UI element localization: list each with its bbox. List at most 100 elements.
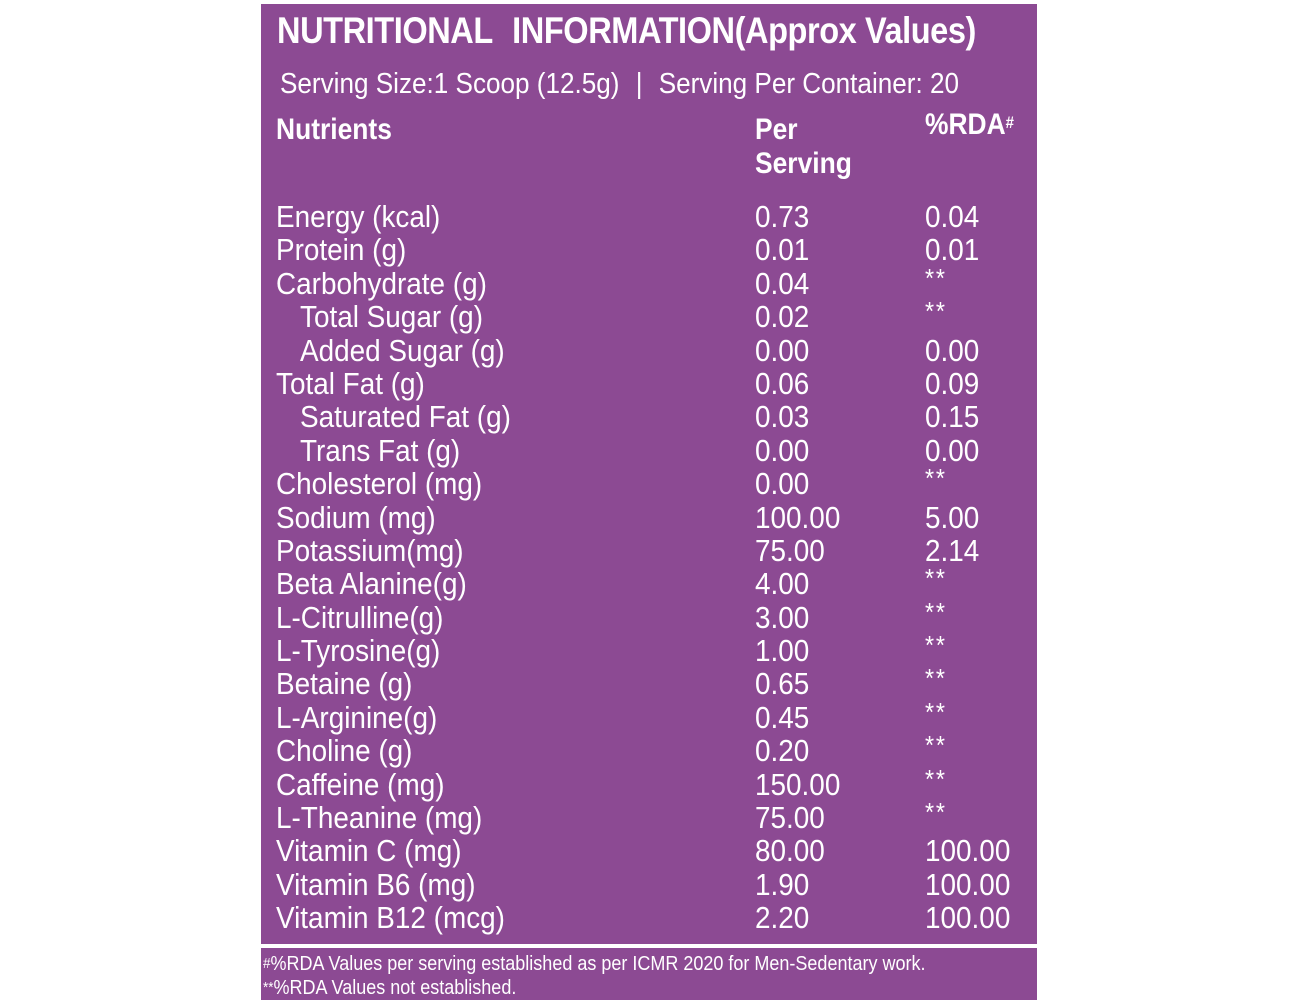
table-row: Energy (kcal) 0.73 0.04 — [261, 199, 1037, 234]
nutrient-name: Vitamin C (mg) — [276, 833, 462, 869]
rda-value: ** — [925, 797, 947, 828]
table-row: Sodium (mg) 100.00 5.00 — [261, 499, 1037, 535]
per-serving-value: 0.00 — [755, 432, 810, 468]
title-part-1: NUTRITIONAL — [277, 10, 493, 51]
nutrient-name: L-Arginine(g) — [276, 699, 438, 735]
per-serving-value: 4.00 — [755, 566, 810, 602]
rda-value: ** — [925, 463, 947, 494]
table-row: Carbohydrate (g) 0.04 ** — [261, 263, 1037, 301]
header-rda: %RDA# — [925, 108, 1014, 142]
serving-separator: | — [635, 68, 643, 100]
rda-value: ** — [925, 763, 947, 794]
nutrient-name: Caffeine (mg) — [276, 766, 445, 802]
rda-value: ** — [925, 696, 947, 727]
rda-value: 2.14 — [925, 532, 980, 568]
footnotes: #%RDA Values per serving established as … — [263, 952, 925, 1000]
nutrient-name: Vitamin B6 (mg) — [276, 866, 476, 902]
per-serving-value: 3.00 — [755, 599, 810, 635]
rda-value: ** — [925, 630, 947, 661]
per-serving-value: 0.03 — [755, 399, 810, 435]
nutrient-name: Potassium(mg) — [276, 532, 464, 568]
header-per-line-1: Per — [755, 113, 798, 146]
nutrient-table: Energy (kcal) 0.73 0.04 Protein (g) 0.01 0.01… — [261, 200, 1037, 935]
per-serving-value: 0.65 — [755, 666, 810, 702]
rda-value: 100.00 — [925, 833, 1011, 869]
per-serving-value: 1.90 — [755, 866, 810, 902]
footnote-2-text: %RDA Values not established. — [273, 977, 517, 999]
per-serving-value: 75.00 — [755, 800, 825, 836]
per-serving-value: 100.00 — [755, 499, 841, 535]
nutrient-name: Sodium (mg) — [276, 499, 436, 535]
header-per-line-2: Serving — [755, 147, 852, 180]
per-serving-value: 0.04 — [755, 265, 810, 301]
rda-value: 100.00 — [925, 900, 1011, 936]
per-serving-value: 80.00 — [755, 833, 825, 869]
per-serving-value: 0.73 — [755, 199, 810, 234]
per-serving-value: 0.06 — [755, 365, 810, 401]
per-serving-value: 0.00 — [755, 332, 810, 368]
nutrient-name: Betaine (g) — [276, 666, 413, 702]
table-row: Saturated Fat (g) 0.03 0.15 — [261, 399, 1037, 435]
top-divider — [261, 0, 1037, 4]
header-per-serving: Per Serving — [755, 113, 852, 181]
table-row: Vitamin B12 (mcg) 2.20 100.00 — [261, 900, 1037, 936]
table-row: Total Fat (g) 0.06 0.09 — [261, 365, 1037, 401]
per-serving-value: 2.20 — [755, 900, 810, 936]
table-row: Vitamin C (mg) 80.00 100.00 — [261, 833, 1037, 869]
rda-value: 0.00 — [925, 332, 980, 368]
nutrient-name: Saturated Fat (g) — [300, 399, 511, 435]
table-row: Vitamin B6 (mg) 1.90 100.00 — [261, 866, 1037, 902]
table-row: Betaine (g) 0.65 ** — [261, 663, 1037, 702]
label-title: NUTRITIONAL INFORMATION(Approx Values) — [277, 10, 976, 52]
title-part-2: INFORMATION(Approx Values) — [512, 10, 976, 51]
per-serving-value: 0.01 — [755, 232, 810, 268]
nutrition-label: NUTRITIONAL INFORMATION(Approx Values) Se… — [261, 0, 1037, 1000]
rda-value: 0.09 — [925, 365, 980, 401]
table-row: Beta Alanine(g) 4.00 ** — [261, 563, 1037, 602]
serving-info: Serving Size:1 Scoop (12.5g) | Serving Per… — [280, 68, 959, 101]
nutrient-name: Carbohydrate (g) — [276, 265, 487, 301]
rda-value: 0.04 — [925, 199, 980, 234]
table-row: L-Arginine(g) 0.45 ** — [261, 697, 1037, 735]
nutrient-name: Protein (g) — [276, 232, 407, 268]
rda-value: ** — [925, 663, 947, 694]
footnote-1-text: %RDA Values per serving established as p… — [270, 953, 926, 975]
servings-per-container: Serving Per Container: 20 — [658, 68, 960, 100]
rda-value: ** — [925, 563, 947, 594]
per-serving-value: 75.00 — [755, 532, 825, 568]
nutrient-name: Energy (kcal) — [276, 199, 441, 234]
nutrient-name: Choline (g) — [276, 733, 413, 769]
table-row: L-Tyrosine(g) 1.00 ** — [261, 630, 1037, 669]
serving-size: Serving Size:1 Scoop (12.5g) — [280, 68, 620, 100]
table-row: L-Citrulline(g) 3.00 ** — [261, 597, 1037, 635]
table-row: Total Sugar (g) 0.02 ** — [261, 296, 1037, 335]
nutrient-name: L-Citrulline(g) — [276, 599, 444, 635]
footnote-1-mark: # — [263, 955, 271, 972]
per-serving-value: 0.45 — [755, 699, 810, 735]
footnote-rda-not-established: **%RDA Values not established. — [263, 976, 925, 1000]
per-serving-value: 1.00 — [755, 633, 810, 669]
nutrient-name: Vitamin B12 (mcg) — [276, 900, 505, 936]
table-row: Choline (g) 0.20 ** — [261, 730, 1037, 769]
rda-value: 0.15 — [925, 399, 980, 435]
rda-value: ** — [925, 296, 947, 327]
per-serving-value: 150.00 — [755, 766, 841, 802]
table-row: Cholesterol (mg) 0.00 ** — [261, 463, 1037, 502]
rda-value: 5.00 — [925, 499, 980, 535]
nutrient-name: Trans Fat (g) — [300, 432, 461, 468]
rda-value: 0.01 — [925, 232, 980, 268]
nutrient-name: Beta Alanine(g) — [276, 566, 467, 602]
rda-value: ** — [925, 730, 947, 761]
rda-value: ** — [925, 596, 947, 627]
per-serving-value: 0.20 — [755, 733, 810, 769]
table-row: Potassium(mg) 75.00 2.14 — [261, 532, 1037, 568]
footnote-rda-basis: #%RDA Values per serving established as … — [263, 952, 925, 976]
nutrient-name: Added Sugar (g) — [300, 332, 505, 368]
nutrient-name: Total Fat (g) — [276, 365, 425, 401]
header-rda-text: %RDA — [925, 108, 1006, 141]
nutrient-name: Total Sugar (g) — [300, 299, 483, 335]
footnote-2-mark: ** — [263, 979, 274, 996]
nutrient-name: Cholesterol (mg) — [276, 466, 483, 502]
header-nutrients: Nutrients — [276, 113, 392, 146]
header-rda-mark: # — [1005, 113, 1015, 132]
